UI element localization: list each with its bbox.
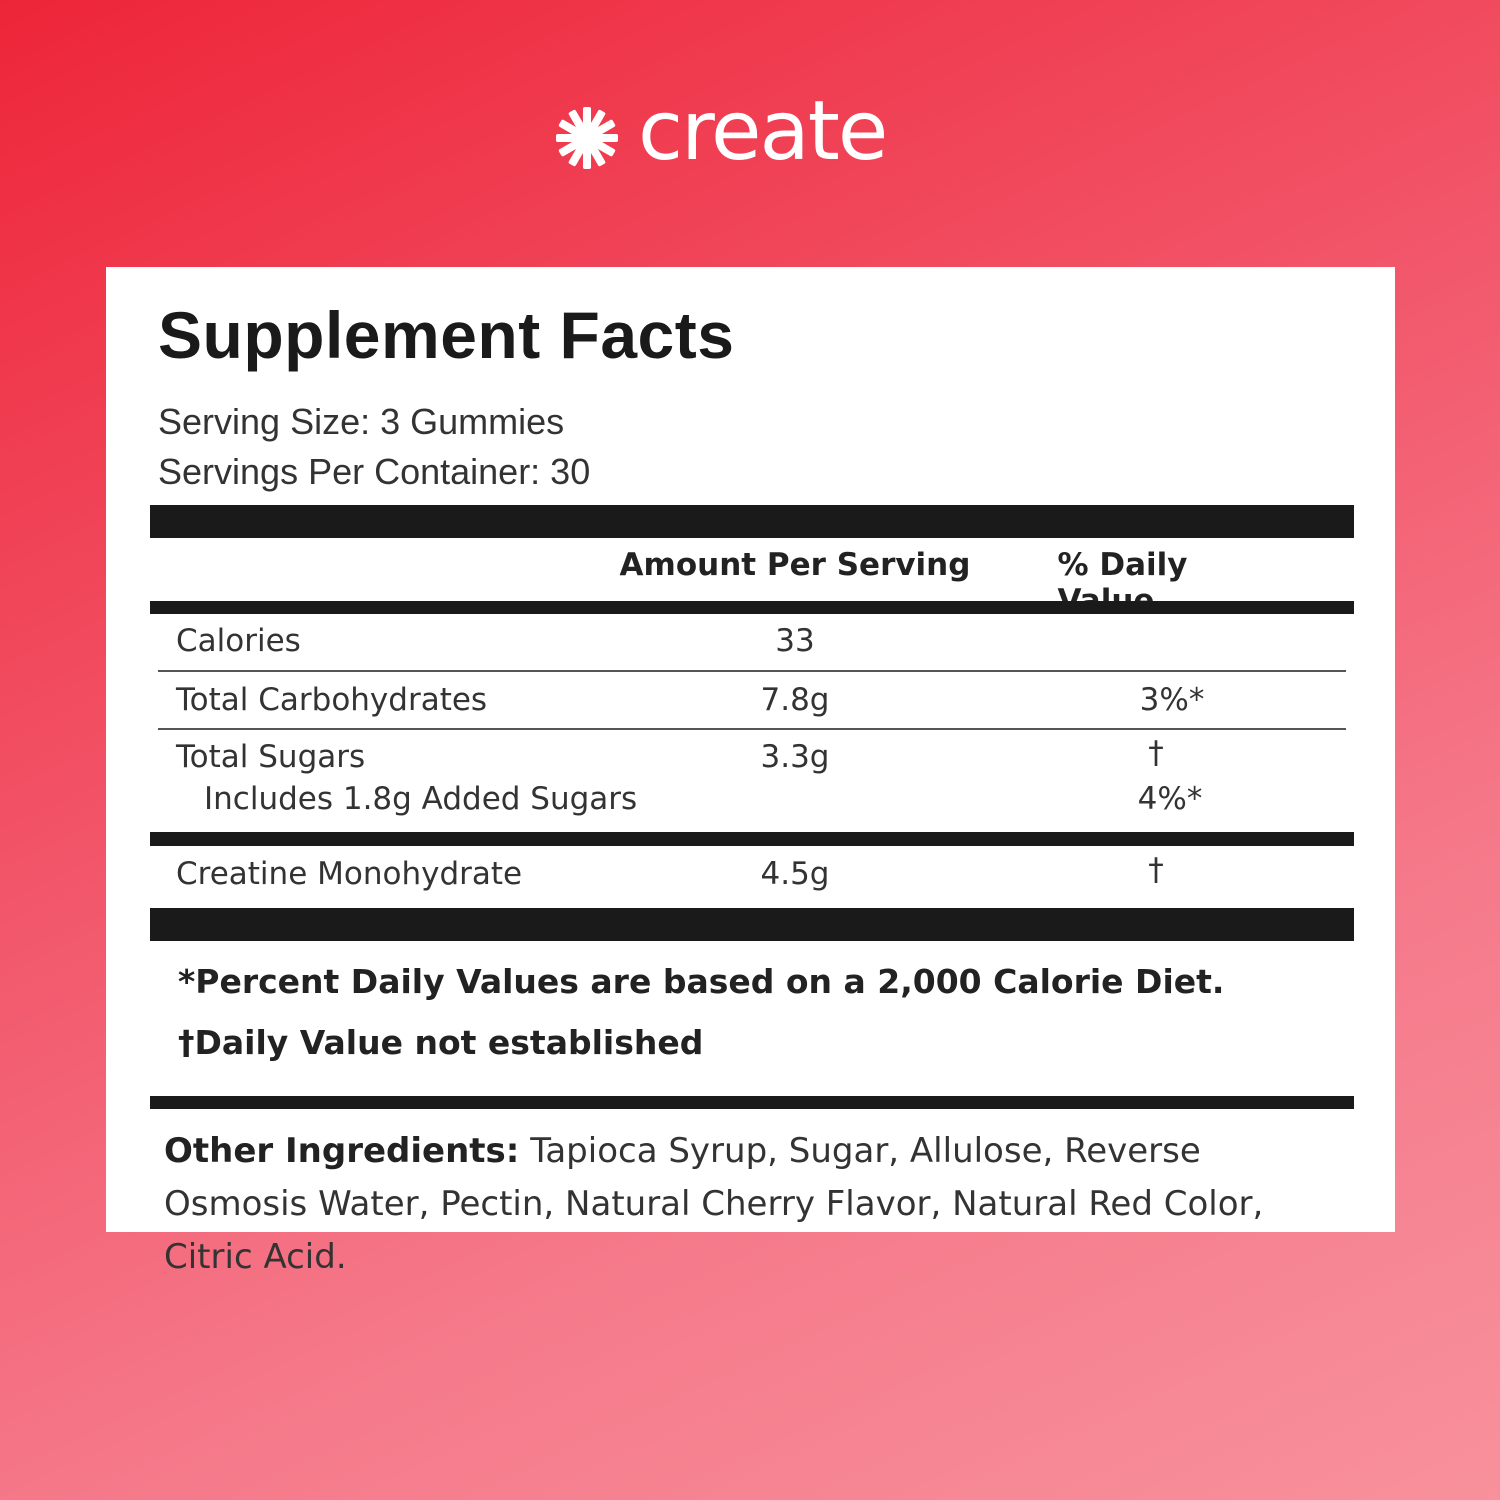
row-dv: 3%*	[1139, 682, 1205, 718]
brand-wordmark: create	[638, 84, 888, 179]
footnote: †Daily Value not established	[178, 1023, 704, 1062]
divider-bar	[150, 505, 1354, 538]
divider-bar	[150, 832, 1354, 846]
other-ingredients: Other Ingredients: Tapioca Syrup, Sugar,…	[164, 1125, 1344, 1284]
divider-line	[158, 728, 1346, 730]
divider-bar	[150, 908, 1354, 941]
label-title: Supplement Facts	[158, 298, 735, 372]
row-amount: 3.3g	[760, 739, 830, 775]
footnote: *Percent Daily Values are based on a 2,0…	[178, 962, 1225, 1001]
row-amount: 33	[775, 623, 815, 659]
other-ingredients-label: Other Ingredients:	[164, 1131, 520, 1171]
amount-column-header: Amount Per Serving	[619, 547, 971, 583]
serving-size: Serving Size: 3 Gummies	[158, 401, 565, 442]
divider-bar	[150, 601, 1354, 614]
row-name: Total Sugars	[176, 739, 366, 775]
row-name: Creatine Monohydrate	[176, 856, 523, 892]
other-ingredients-list: Tapioca Syrup, Sugar, Allulose, Reverse …	[164, 1131, 1264, 1277]
row-name: Includes 1.8g Added Sugars	[204, 781, 638, 817]
servings-per-container: Servings Per Container: 30	[158, 451, 591, 492]
row-name: Calories	[176, 623, 301, 659]
supplement-facts-label: Supplement Facts Serving Size: 3 Gummies…	[106, 267, 1395, 1277]
row-dv: †	[1148, 735, 1164, 771]
row-dv: 4%*	[1137, 781, 1203, 817]
row-amount: 4.5g	[760, 856, 830, 892]
row-dv: †	[1148, 852, 1164, 888]
asterisk-logo-icon	[556, 107, 618, 169]
row-amount: 7.8g	[760, 682, 830, 718]
brand-logo: create	[556, 82, 888, 182]
divider-line	[158, 670, 1346, 672]
divider-bar	[150, 1096, 1354, 1109]
row-name: Total Carbohydrates	[176, 682, 488, 718]
